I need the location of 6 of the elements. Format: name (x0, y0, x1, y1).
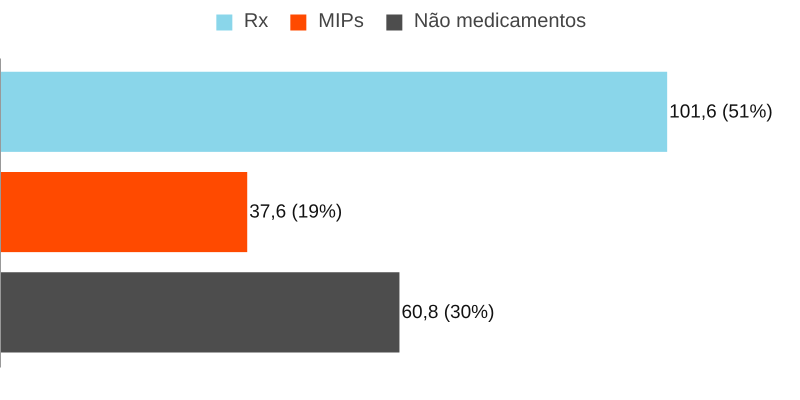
data-label: 60,8 (30%) (401, 302, 494, 323)
data-label: 37,6 (19%) (249, 202, 342, 223)
legend-label: Rx (244, 10, 268, 33)
legend-label: MIPs (318, 10, 364, 33)
data-label: 101,6 (51%) (669, 101, 773, 122)
legend-label: Não medicamentos (414, 10, 586, 33)
